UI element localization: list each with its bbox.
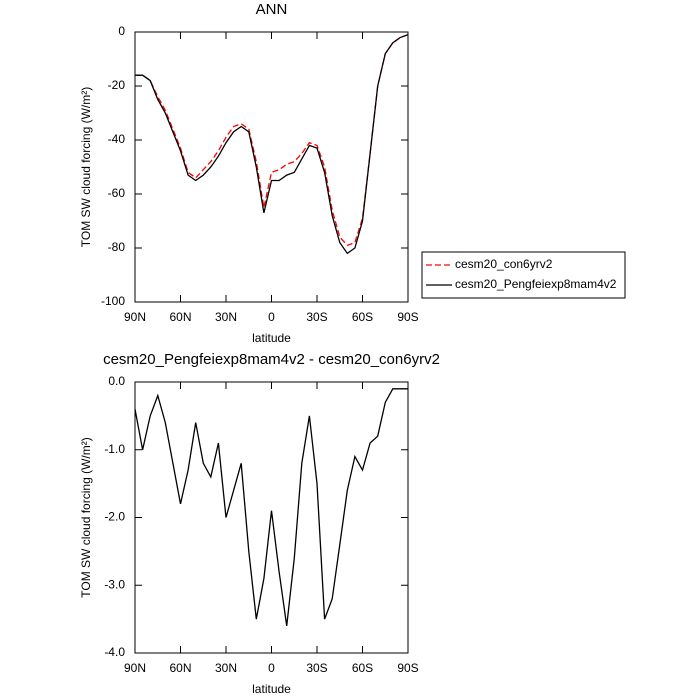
plot-frame <box>134 31 409 303</box>
x-tick-label: 90N <box>124 661 146 675</box>
legend-label: cesm20_Pengfeiexp8mam4v2 <box>455 277 617 291</box>
x-axis-label: latitude <box>252 331 291 345</box>
y-tick-label: -20 <box>108 78 126 92</box>
x-tick-label: 60N <box>169 661 191 675</box>
x-tick-label: 90S <box>397 310 418 324</box>
x-tick-label: 60S <box>352 310 373 324</box>
x-tick-label: 30S <box>306 661 327 675</box>
y-tick-label: -80 <box>108 240 126 254</box>
plot-frame <box>134 381 409 654</box>
legend: cesm20_con6yrv2 cesm20_Pengfeiexp8mam4v2 <box>421 251 626 299</box>
legend-label: cesm20_con6yrv2 <box>455 257 553 271</box>
data-line <box>134 388 408 626</box>
x-axis-label: latitude <box>252 682 291 696</box>
y-tick-label: -2.0 <box>104 510 125 524</box>
legend-box <box>421 251 626 299</box>
y-tick-label: -100 <box>101 294 125 308</box>
x-tick-label: 30N <box>215 661 237 675</box>
x-tick-label: 30N <box>215 310 237 324</box>
y-tick-label: -3.0 <box>104 577 125 591</box>
chart-title: ANN <box>256 1 288 18</box>
x-tick-label: 30S <box>306 310 327 324</box>
x-tick-label: 60S <box>352 661 373 675</box>
y-tick-label: -1.0 <box>104 442 125 456</box>
y-tick-label: -40 <box>108 132 126 146</box>
y-tick-label: -60 <box>108 186 126 200</box>
x-tick-label: 0 <box>268 310 275 324</box>
x-tick-label: 0 <box>268 661 275 675</box>
data-line <box>135 34 409 255</box>
x-tick-label: 90N <box>124 310 146 324</box>
y-axis-label: TOM SW cloud forcing (W/m²) <box>79 87 93 247</box>
x-tick-label: 60N <box>169 310 191 324</box>
y-tick-label: -4.0 <box>104 645 125 659</box>
y-axis-label: TOM SW cloud forcing (W/m²) <box>79 437 93 597</box>
y-tick-label: 0 <box>118 24 125 38</box>
x-tick-label: 90S <box>397 661 418 675</box>
chart-title: cesm20_Pengfeiexp8mam4v2 - cesm20_con6yr… <box>103 351 440 368</box>
data-line <box>135 34 409 247</box>
y-tick-label: 0.0 <box>108 374 125 388</box>
